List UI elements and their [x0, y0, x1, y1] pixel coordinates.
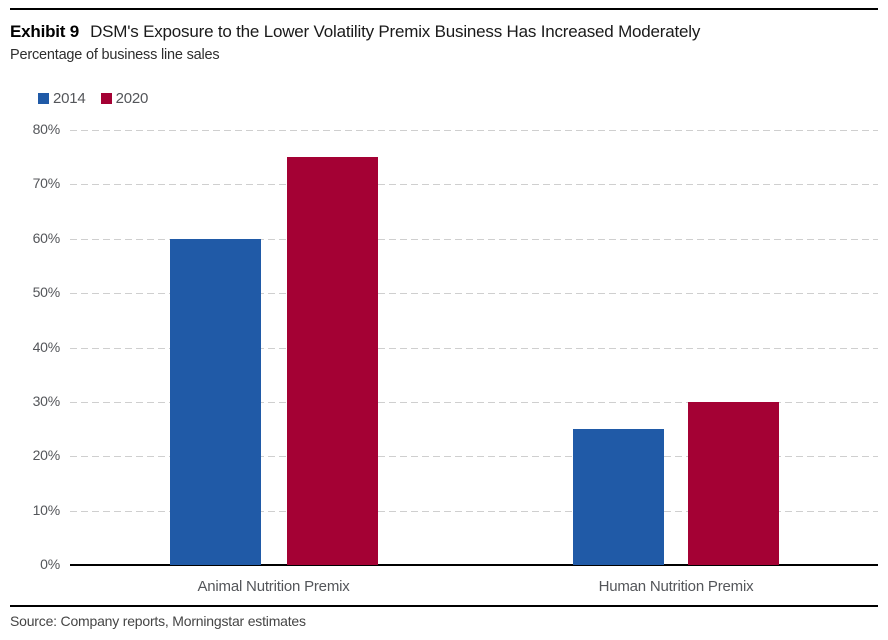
gridline-10: [70, 510, 878, 512]
chart-subtitle: Percentage of business line sales: [10, 47, 220, 63]
y-tick-label-20: 20%: [32, 447, 61, 464]
top-rule: [10, 8, 878, 10]
y-tick-label-50: 50%: [32, 284, 61, 301]
bar-2020-human-nutrition-premix: [688, 401, 779, 565]
gridline-70: [70, 184, 878, 186]
y-tick-label-80: 80%: [32, 121, 61, 137]
legend-swatch-icon: [38, 93, 49, 104]
y-tick-label-30: 30%: [32, 392, 61, 409]
legend-label: 2014: [53, 90, 86, 107]
gridline-20: [70, 456, 878, 458]
bar-2014-animal-nutrition-premix: [170, 238, 261, 565]
legend-label: 2020: [115, 90, 149, 107]
source-rule: [10, 605, 878, 607]
y-tick-label-40: 40%: [32, 338, 61, 355]
x-axis-labels: Animal Nutrition Premix Human Nutrition P…: [70, 578, 878, 598]
exhibit-label: Exhibit 9: [10, 22, 80, 41]
gridline-80: [70, 130, 878, 131]
y-tick-label-10: 10%: [32, 501, 61, 518]
chart-legend: 2014 2020: [38, 90, 148, 107]
x-axis-baseline: [70, 564, 878, 566]
legend-item-2020: 2020: [100, 90, 149, 107]
x-category-label: Human Nutrition Premix: [598, 578, 754, 595]
legend-item-2014: 2014: [38, 90, 86, 107]
source-text: Source: Company reports, Morningstar est…: [10, 613, 306, 629]
x-category-label: Animal Nutrition Premix: [197, 578, 350, 595]
gridline-60: [70, 238, 878, 240]
page-title: Exhibit 9 DSM's Exposure to the Lower Vol…: [10, 22, 700, 42]
bar-2020-animal-nutrition-premix: [287, 157, 378, 565]
gridline-50: [70, 293, 878, 295]
gridline-30: [70, 401, 878, 403]
y-tick-label-60: 60%: [32, 229, 61, 246]
y-tick-label-0: 0%: [40, 556, 60, 572]
gridline-40: [70, 347, 878, 349]
bar-2014-human-nutrition-premix: [573, 429, 664, 565]
y-axis-ticks: 0% 10% 20% 30% 40% 50% 60% 70% 80%: [0, 121, 61, 572]
plot-area: [70, 130, 878, 566]
y-tick-label-70: 70%: [32, 175, 61, 192]
legend-swatch-icon: [100, 93, 112, 104]
chart-title: DSM's Exposure to the Lower Volatility P…: [90, 22, 701, 41]
